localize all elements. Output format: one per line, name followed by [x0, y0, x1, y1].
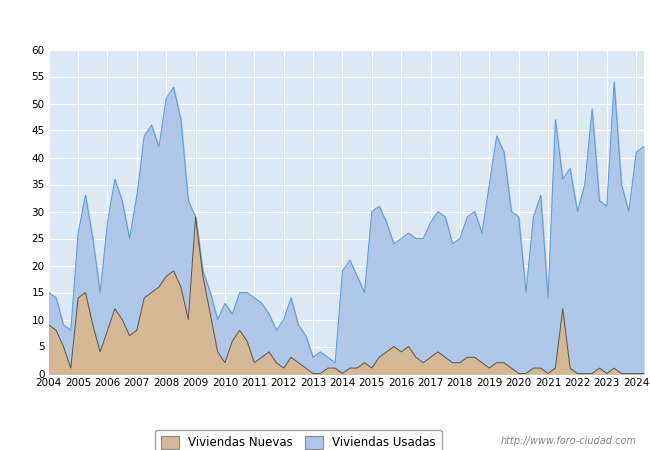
Text: Arboleas - Evolucion del Nº de Transacciones Inmobiliarias: Arboleas - Evolucion del Nº de Transacci… [111, 13, 540, 28]
Legend: Viviendas Nuevas, Viviendas Usadas: Viviendas Nuevas, Viviendas Usadas [155, 430, 442, 450]
Text: http://www.foro-ciudad.com: http://www.foro-ciudad.com [501, 436, 637, 446]
